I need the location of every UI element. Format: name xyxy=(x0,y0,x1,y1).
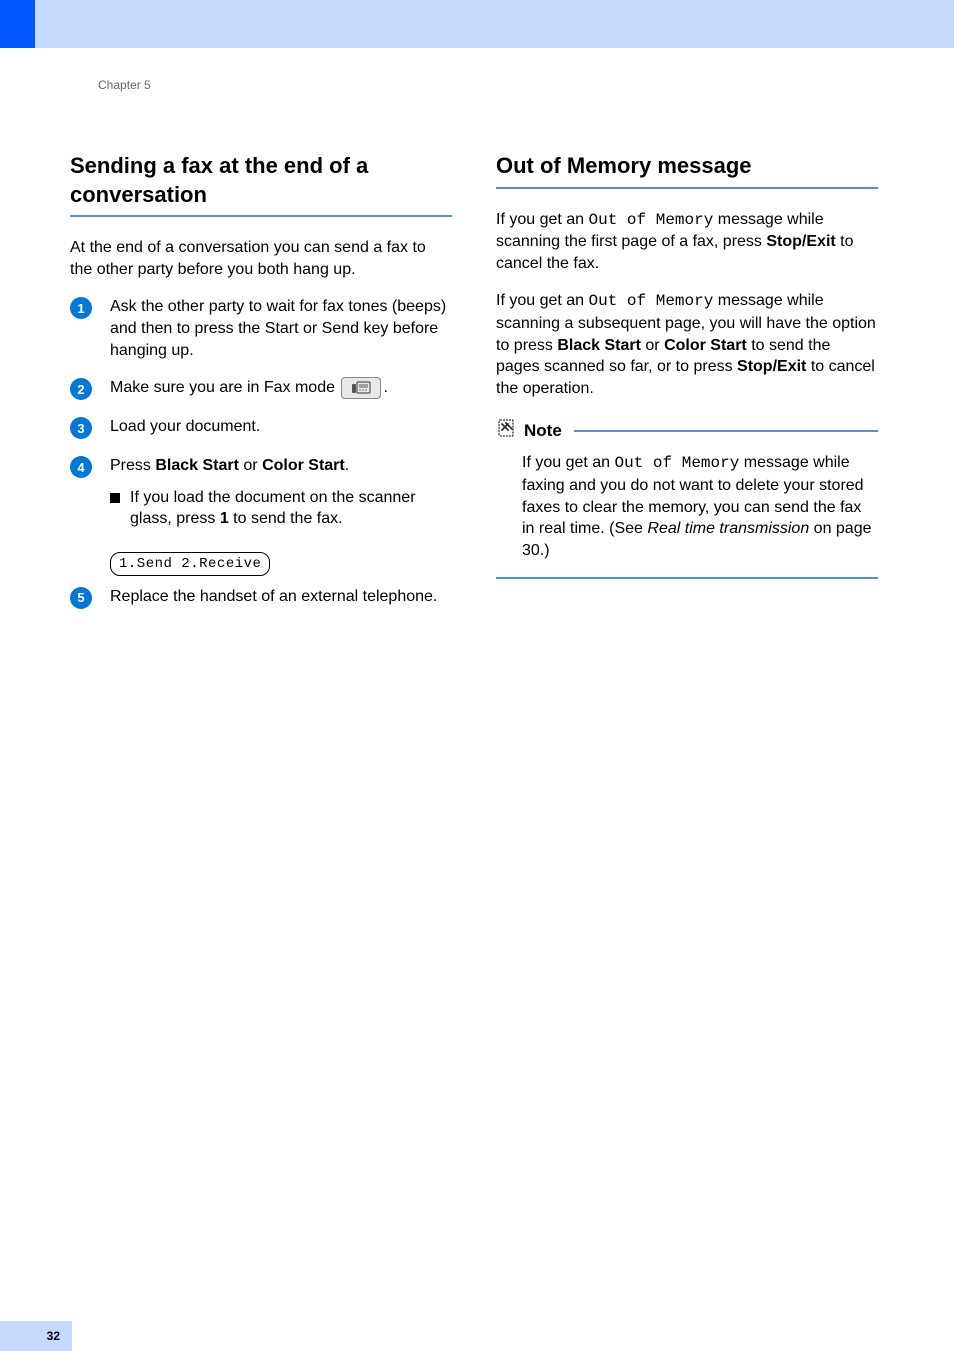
note-header: Note xyxy=(496,417,878,444)
p2-black-start: Black Start xyxy=(557,337,641,354)
step-4-black-start: Black Start xyxy=(155,457,239,474)
step-3: 3 Load your document. xyxy=(70,416,452,439)
step-2-body: Make sure you are in Fax mode . xyxy=(110,377,452,399)
page-number: 32 xyxy=(47,1329,60,1343)
step-4-sub-text: If you load the document on the scanner … xyxy=(130,487,452,530)
p2-mono: Out of Memory xyxy=(589,292,714,310)
p2-mid2: or xyxy=(641,337,664,354)
step-2: 2 Make sure you are in Fax mode . xyxy=(70,377,452,400)
step-2-post: . xyxy=(383,379,387,396)
note-link: Real time transmission xyxy=(647,520,809,537)
right-column: Out of Memory message If you get an Out … xyxy=(496,152,878,625)
step-number-1: 1 xyxy=(70,297,92,319)
step-number-5: 5 xyxy=(70,587,92,609)
note-bottom-line xyxy=(496,577,878,579)
header-bar xyxy=(0,0,954,48)
left-heading: Sending a fax at the end of a conversati… xyxy=(70,152,452,209)
p1-pre: If you get an xyxy=(496,211,589,228)
right-para-2: If you get an Out of Memory message whil… xyxy=(496,290,878,399)
p2-stopexit: Stop/Exit xyxy=(737,358,806,375)
step-number-4: 4 xyxy=(70,456,92,478)
note-pre: If you get an xyxy=(522,454,615,471)
step-4-sub-bullet: If you load the document on the scanner … xyxy=(110,487,452,530)
sub-bold-1: 1 xyxy=(220,510,229,527)
note-mono: Out of Memory xyxy=(615,454,740,472)
page-content: Chapter 5 Sending a fax at the end of a … xyxy=(70,48,910,625)
bullet-marker xyxy=(110,493,120,503)
fax-mode-icon xyxy=(341,377,381,399)
step-1-body: Ask the other party to wait for fax tone… xyxy=(110,296,452,361)
lcd-display: 1.Send 2.Receive xyxy=(110,552,270,576)
p1-mono: Out of Memory xyxy=(589,211,714,229)
note-top-line xyxy=(574,430,878,432)
step-3-body: Load your document. xyxy=(110,416,452,438)
left-column: Sending a fax at the end of a conversati… xyxy=(70,152,452,625)
right-para-1: If you get an Out of Memory message whil… xyxy=(496,209,878,275)
header-corner xyxy=(0,0,35,48)
note-body: If you get an Out of Memory message whil… xyxy=(496,452,878,573)
step-2-pre: Make sure you are in Fax mode xyxy=(110,379,339,396)
heading-rule xyxy=(496,187,878,189)
step-number-3: 3 xyxy=(70,417,92,439)
step-1: 1 Ask the other party to wait for fax to… xyxy=(70,296,452,361)
step-4-body: Press Black Start or Color Start. If you… xyxy=(110,455,452,530)
p2-color-start: Color Start xyxy=(664,337,747,354)
note-block: Note If you get an Out of Memory message… xyxy=(496,417,878,578)
step-4-post: . xyxy=(345,457,349,474)
step-5-body: Replace the handset of an external telep… xyxy=(110,586,452,608)
p2-pre: If you get an xyxy=(496,292,589,309)
chapter-label: Chapter 5 xyxy=(98,78,910,92)
note-title: Note xyxy=(524,421,562,441)
step-5: 5 Replace the handset of an external tel… xyxy=(70,586,452,609)
step-4-pre: Press xyxy=(110,457,155,474)
step-4: 4 Press Black Start or Color Start. If y… xyxy=(70,455,452,530)
right-heading: Out of Memory message xyxy=(496,152,878,181)
page-footer: 32 xyxy=(0,1321,72,1351)
p1-stopexit: Stop/Exit xyxy=(766,233,835,250)
step-4-mid: or xyxy=(239,457,262,474)
step-4-color-start: Color Start xyxy=(262,457,345,474)
heading-rule xyxy=(70,215,452,217)
step-number-2: 2 xyxy=(70,378,92,400)
intro-paragraph: At the end of a conversation you can sen… xyxy=(70,237,452,280)
note-icon xyxy=(496,417,518,444)
columns: Sending a fax at the end of a conversati… xyxy=(70,152,910,625)
sub-post: to send the fax. xyxy=(229,510,343,527)
